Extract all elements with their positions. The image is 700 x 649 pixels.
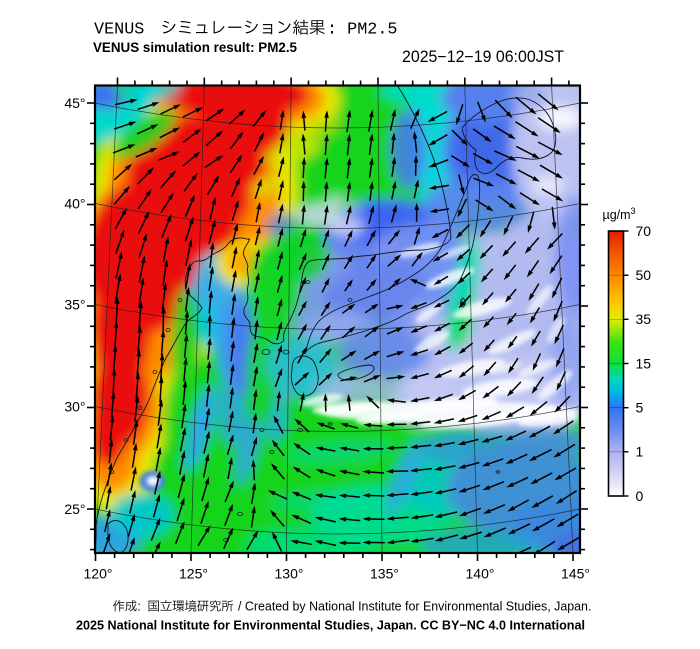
svg-text:15: 15 (636, 355, 652, 371)
svg-text:120°: 120° (84, 566, 113, 582)
svg-text:5: 5 (636, 400, 644, 416)
svg-text:35°: 35° (64, 296, 85, 312)
svg-text:70: 70 (636, 223, 652, 239)
svg-text:VENUS simulation result: PM2.5: VENUS simulation result: PM2.5 (93, 40, 297, 56)
svg-text:50: 50 (636, 267, 652, 283)
svg-text:/ Created by National Institut: / Created by National Institute for Envi… (238, 599, 591, 614)
svg-text:µg/m3: µg/m3 (603, 206, 636, 222)
svg-text:30°: 30° (64, 398, 85, 414)
svg-text:45°: 45° (64, 95, 85, 111)
svg-text:140°: 140° (466, 566, 495, 582)
svg-text:0: 0 (636, 488, 644, 504)
svg-text:2025 National Institute for En: 2025 National Institute for Environmenta… (76, 618, 585, 633)
svg-text:130°: 130° (275, 566, 304, 582)
svg-text:25°: 25° (64, 501, 85, 517)
svg-text:135°: 135° (370, 566, 399, 582)
svg-text:40°: 40° (64, 195, 85, 211)
svg-text:VENUS: VENUS (94, 21, 144, 40)
svg-text::: : (137, 599, 141, 614)
svg-text:145°: 145° (561, 566, 590, 582)
svg-text:35: 35 (636, 311, 652, 327)
svg-text:1: 1 (636, 444, 644, 460)
svg-text:: PM2.5: : PM2.5 (327, 21, 398, 40)
svg-text:125°: 125° (179, 566, 208, 582)
svg-text:2025−12−19 06:00JST: 2025−12−19 06:00JST (402, 48, 564, 66)
